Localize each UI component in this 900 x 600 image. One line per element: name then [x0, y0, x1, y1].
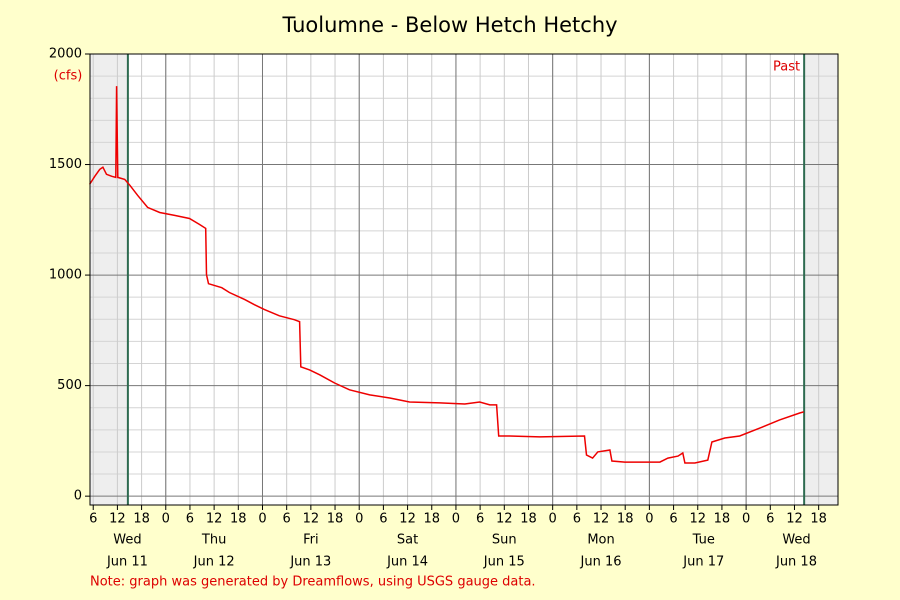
date-label: Jun 12 [193, 555, 235, 570]
x-tick-label: 18 [230, 512, 247, 527]
plot-frame [89, 53, 839, 506]
day-label: Mon [587, 533, 614, 548]
date-label: Jun 16 [580, 555, 622, 570]
note: Note: graph was generated by Dreamflows,… [90, 575, 536, 590]
x-tick-label: 12 [689, 512, 706, 527]
x-tick-label: 0 [645, 512, 653, 527]
x-tick-label: 12 [399, 512, 416, 527]
x-tick-label: 0 [742, 512, 750, 527]
y-unit: (cfs) [54, 69, 83, 84]
x-tick-label: 12 [109, 512, 126, 527]
x-tick-label: 18 [810, 512, 827, 527]
x-tick-label: 12 [303, 512, 320, 527]
marker-label: Past [773, 60, 800, 75]
x-tick-label: 0 [162, 512, 170, 527]
x-tick-label: 6 [573, 512, 581, 527]
day-label: Sat [397, 533, 418, 548]
x-tick-label: 18 [423, 512, 440, 527]
x-tick-label: 0 [452, 512, 460, 527]
date-label: Jun 17 [682, 555, 724, 570]
x-tick-label: 6 [379, 512, 387, 527]
x-tick-label: 12 [206, 512, 223, 527]
shade [90, 54, 128, 505]
x-tick-label: 0 [258, 512, 266, 527]
y-tick-label: 500 [57, 378, 82, 393]
y-tick-label: 0 [74, 489, 82, 504]
day-label: Wed [113, 533, 141, 548]
x-tick-label: 6 [283, 512, 291, 527]
date-label: Jun 18 [775, 555, 817, 570]
date-label: Jun 15 [483, 555, 525, 570]
x-tick-label: 18 [327, 512, 344, 527]
day-label: Thu [201, 533, 226, 548]
date-label: Jun 11 [106, 555, 148, 570]
x-tick-label: 0 [549, 512, 557, 527]
y-tick-label: 1500 [49, 157, 82, 172]
date-label: Jun 13 [289, 555, 331, 570]
y-tick-label: 2000 [49, 47, 82, 62]
x-tick-label: 6 [89, 512, 97, 527]
x-tick-label: 18 [520, 512, 537, 527]
y-tick-label: 1000 [49, 268, 82, 283]
x-tick-label: 12 [786, 512, 803, 527]
date-label: Jun 14 [386, 555, 428, 570]
chart-title: Tuolumne - Below Hetch Hetchy [281, 13, 617, 37]
x-tick-label: 6 [186, 512, 194, 527]
x-tick-label: 18 [714, 512, 731, 527]
x-tick-label: 12 [593, 512, 610, 527]
x-tick-label: 12 [496, 512, 513, 527]
x-tick-label: 6 [476, 512, 484, 527]
x-tick-label: 18 [617, 512, 634, 527]
day-label: Sun [492, 533, 517, 548]
x-tick-label: 0 [355, 512, 363, 527]
day-label: Tue [692, 533, 715, 548]
x-tick-label: 6 [766, 512, 774, 527]
x-tick-label: 6 [669, 512, 677, 527]
flow-line [88, 86, 804, 464]
day-label: Fri [303, 533, 319, 548]
shade [804, 54, 838, 505]
day-label: Wed [782, 533, 810, 548]
x-tick-label: 18 [133, 512, 150, 527]
